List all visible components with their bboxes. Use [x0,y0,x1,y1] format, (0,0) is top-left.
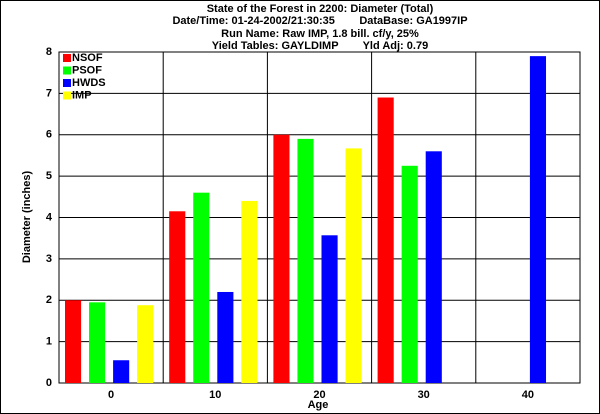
bar [321,235,338,383]
legend-label: NSOF [72,52,103,64]
bar [241,200,258,383]
x-tick-label: 40 [522,389,534,401]
x-axis-label: Age [308,399,329,411]
bar [65,300,82,383]
x-tick-label: 10 [209,389,221,401]
bar [217,291,234,383]
bar [169,211,186,383]
bar [345,148,362,383]
chart-subtitle: Date/Time: 01-24-2002/21:30:35 DataBase:… [172,15,467,27]
chart-title: State of the Forest in 2200: Diameter (T… [207,3,434,15]
bar [113,360,130,383]
y-tick-label: 3 [46,253,52,265]
chart-subtitle: Run Name: Raw IMP, 1.8 bill. cf/y, 25% [221,28,419,40]
legend-label: IMP [72,89,92,101]
y-tick-label: 0 [46,377,52,389]
y-axis-label: Diameter (inches) [21,171,33,264]
y-tick-label: 5 [46,170,52,182]
legend-label: PSOF [72,64,102,76]
y-tick-label: 6 [46,129,52,141]
legend-swatch [63,91,71,100]
bar [529,56,547,383]
y-tick-label: 1 [46,336,52,348]
y-tick-label: 8 [46,46,52,58]
bar [89,302,106,383]
bar [193,192,210,383]
bar [425,151,442,383]
x-tick-label: 30 [418,389,430,401]
bar [297,138,314,383]
legend-swatch [63,79,71,87]
x-tick-label: 20 [313,389,325,401]
legend-swatch [63,66,71,75]
y-tick-label: 7 [46,87,52,99]
legend-label: HWDS [72,77,106,89]
legend-swatch [63,54,71,62]
bar [137,305,154,383]
y-tick-label: 2 [46,294,52,306]
y-tick-label: 4 [46,211,53,223]
chart-subtitle: Yield Tables: GAYLDIMP Yld Adj: 0.79 [212,40,428,52]
bar [401,165,418,383]
bar [273,134,290,383]
bar [377,97,394,383]
x-tick-label: 0 [108,389,114,401]
